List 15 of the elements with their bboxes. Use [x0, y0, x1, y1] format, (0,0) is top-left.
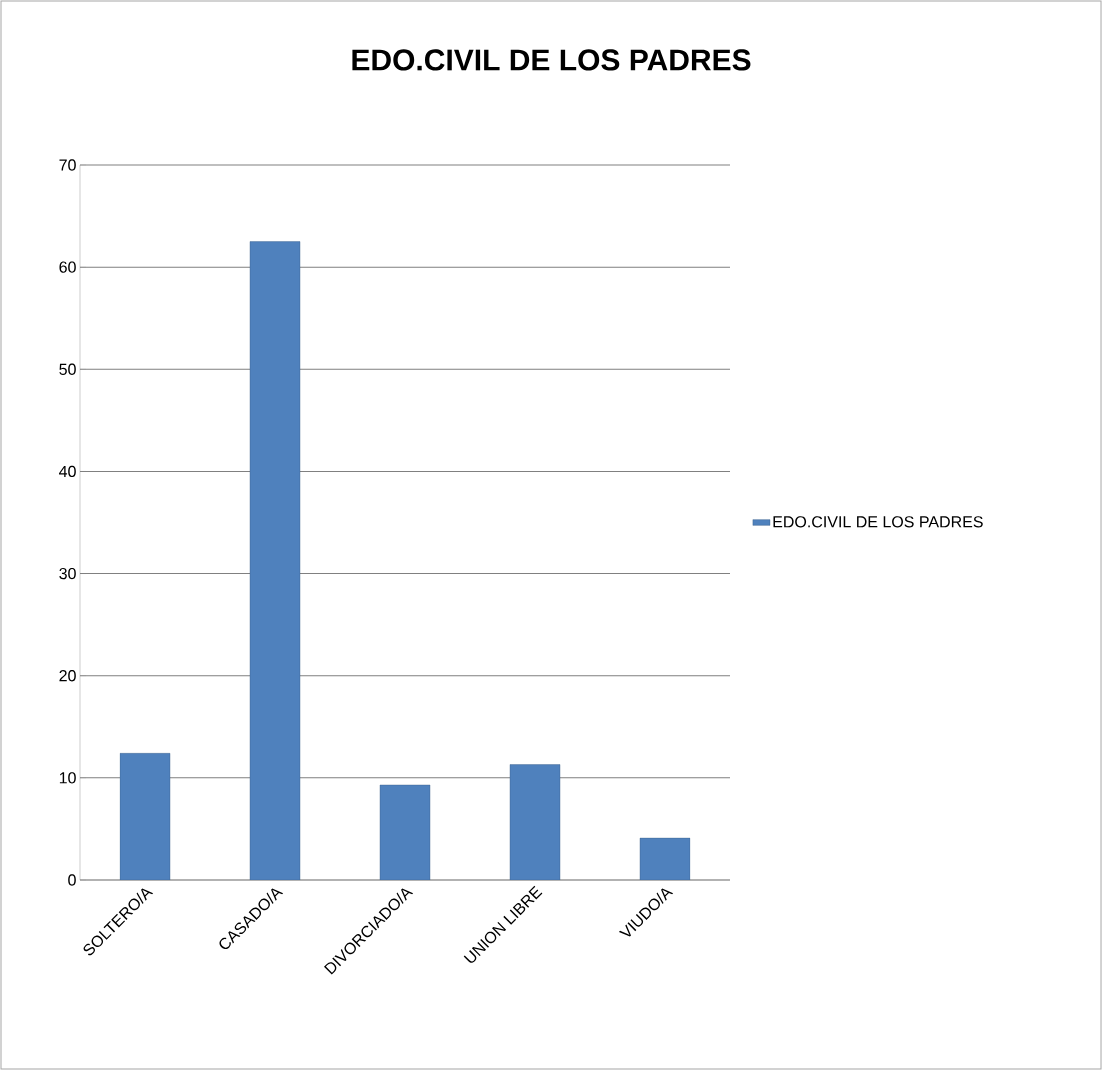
y-tick-label: 40	[59, 465, 76, 478]
chart-title: EDO.CIVIL DE LOS PADRES	[352, 49, 751, 71]
y-tick-label: 20	[59, 670, 76, 682]
legend-label: EDO.CIVIL DE LOS PADRES	[773, 516, 983, 528]
y-tick-label: 30	[59, 567, 76, 580]
bar	[639, 837, 691, 880]
y-tick-label: 0	[68, 874, 76, 886]
y-tick-label: 10	[59, 772, 76, 784]
y-tick-label: 60	[59, 261, 76, 273]
bar	[379, 784, 431, 880]
y-tick-label: 50	[59, 363, 76, 375]
bar	[249, 241, 301, 880]
y-tick-label: 70	[59, 159, 76, 171]
bar	[509, 764, 561, 880]
bar	[119, 753, 171, 880]
